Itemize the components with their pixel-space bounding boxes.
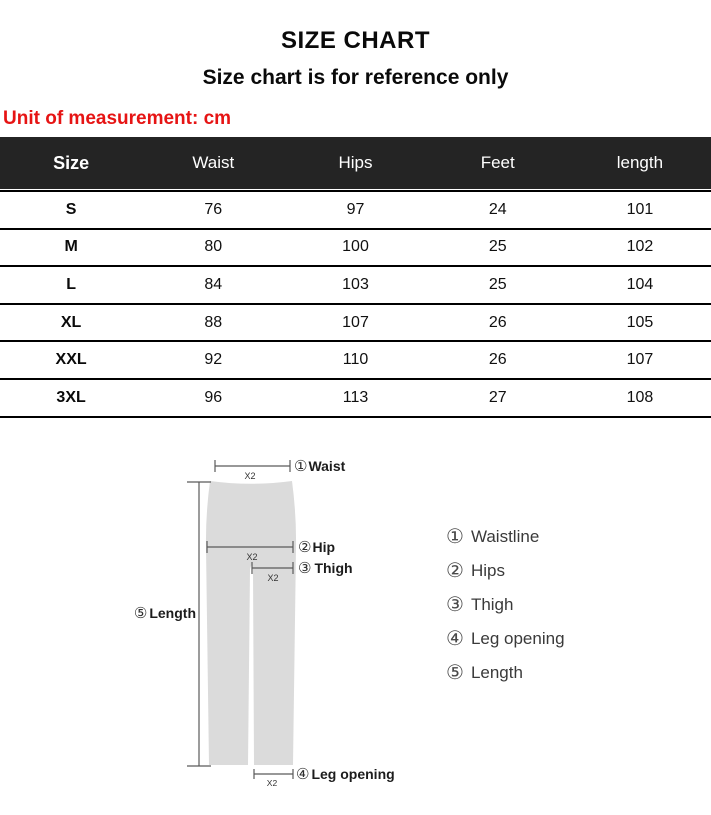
value-cell: 25 <box>488 275 507 293</box>
waist-measure-line <box>214 460 291 472</box>
legend-item: ④ Leg opening <box>446 622 565 656</box>
table-row: S 76 97 24 101 <box>0 192 711 230</box>
value-cell: 108 <box>626 388 654 406</box>
value-cell: 107 <box>626 351 654 369</box>
thigh-measure-line <box>251 562 294 574</box>
value-cell: 101 <box>626 200 654 218</box>
hip-label: ②Hip <box>298 539 335 556</box>
thigh-x2-label: X2 <box>267 573 278 583</box>
legend-item: ⑤ Length <box>446 656 565 690</box>
value-cell: 97 <box>346 200 365 218</box>
legend-circled-number: ③ <box>446 594 464 616</box>
value-cell: 25 <box>488 238 507 256</box>
size-table-body: S 76 97 24 101 M 80 100 25 102 L 84 103 … <box>0 190 711 418</box>
legend-item: ① Waistline <box>446 520 565 554</box>
legend-label: Hips <box>470 561 505 580</box>
table-row: 3XL 96 113 27 108 <box>0 380 711 418</box>
header-cell-feet: Feet <box>480 153 515 172</box>
value-cell: 24 <box>488 200 507 218</box>
measurement-legend: ① Waistline ② Hips ③ Thigh ④ Leg opening… <box>446 520 565 690</box>
legend-label: Leg opening <box>470 629 565 648</box>
waist-x2-label: X2 <box>244 471 255 481</box>
value-cell: 113 <box>342 388 369 406</box>
legend-label: Waistline <box>470 527 540 546</box>
legend-item: ② Hips <box>446 554 565 588</box>
table-row: XXL 92 110 26 107 <box>0 342 711 380</box>
pants-measurement-diagram: ⑤ Length X2 ①Waist X2 ②Hip X2 ③ Thigh <box>134 458 395 788</box>
value-cell: 92 <box>204 351 223 369</box>
size-cell: XXL <box>55 351 87 369</box>
table-row: M 80 100 25 102 <box>0 230 711 268</box>
value-cell: 84 <box>204 275 223 293</box>
waist-label: ①Waist <box>294 458 346 475</box>
value-cell: 104 <box>626 275 654 293</box>
value-cell: 80 <box>204 238 223 256</box>
thigh-label: ③ Thigh <box>298 560 353 577</box>
size-cell: S <box>65 200 77 218</box>
value-cell: 103 <box>342 275 369 293</box>
page-subtitle: Size chart is for reference only <box>202 66 509 89</box>
unit-note: Unit of measurement: cm <box>3 108 232 129</box>
leg-opening-measure-line <box>253 769 294 779</box>
legend-circled-number: ④ <box>446 628 464 650</box>
pants-shape <box>205 481 297 765</box>
value-cell: 107 <box>342 313 369 331</box>
value-cell: 26 <box>488 313 507 331</box>
value-cell: 88 <box>204 313 223 331</box>
value-cell: 105 <box>626 313 654 331</box>
length-label: ⑤ Length <box>134 605 196 622</box>
value-cell: 76 <box>204 200 223 218</box>
legend-label: Length <box>470 663 523 682</box>
hip-x2-label: X2 <box>246 552 257 562</box>
value-cell: 26 <box>488 351 507 369</box>
table-row: L 84 103 25 104 <box>0 267 711 305</box>
table-row: XL 88 107 26 105 <box>0 305 711 343</box>
size-cell: 3XL <box>56 388 86 406</box>
legend-label: Thigh <box>470 595 514 614</box>
value-cell: 96 <box>204 388 223 406</box>
length-measure-line <box>187 481 211 767</box>
value-cell: 100 <box>342 238 369 256</box>
size-cell: XL <box>60 313 82 331</box>
header-cell-length: length <box>616 153 664 172</box>
legend-circled-number: ⑤ <box>446 662 464 684</box>
page-title: SIZE CHART <box>281 27 430 54</box>
legend-item: ③ Thigh <box>446 588 565 622</box>
value-cell: 102 <box>626 238 654 256</box>
value-cell: 110 <box>342 351 369 369</box>
leg-opening-label: ④ Leg opening <box>296 766 395 783</box>
hip-measure-line <box>206 541 294 553</box>
legend-circled-number: ① <box>446 526 464 548</box>
table-header-row: Size Waist Hips Feet length <box>0 137 711 189</box>
header-cell-hips: Hips <box>338 153 373 172</box>
header-cell-waist: Waist <box>192 153 235 172</box>
value-cell: 27 <box>488 388 507 406</box>
header-cell-size: Size <box>53 152 90 173</box>
size-cell: L <box>66 275 76 293</box>
size-cell: M <box>64 238 78 256</box>
leg-opening-x2-label: X2 <box>267 778 278 788</box>
legend-circled-number: ② <box>446 560 464 582</box>
